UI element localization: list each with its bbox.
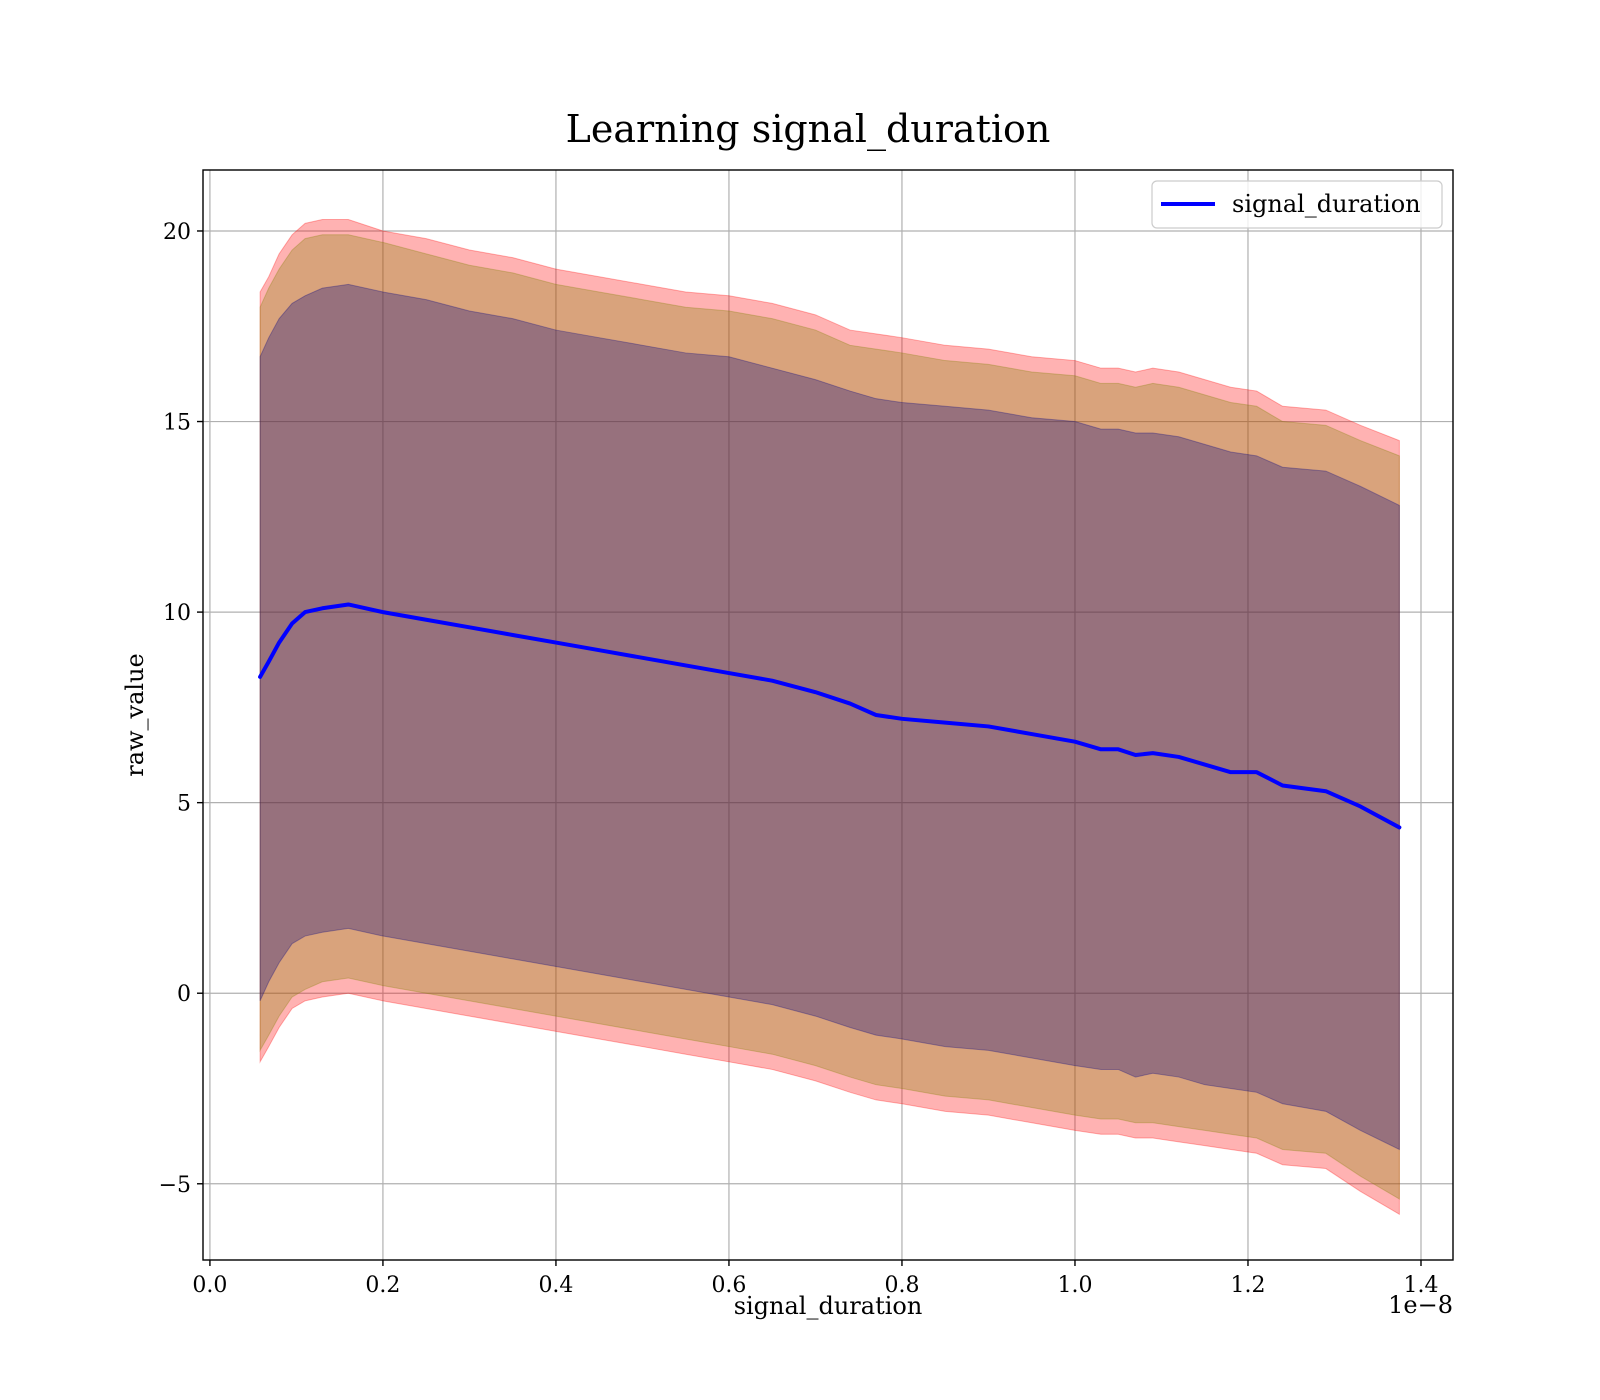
x-axis-ticks: 0.0 0.2 0.4 0.6 0.8 1.0 1.2 1.4 bbox=[192, 1260, 1438, 1298]
y-tick-label: 15 bbox=[163, 411, 191, 436]
x-tick-label: 0.8 bbox=[884, 1273, 919, 1298]
series-line-signal-duration bbox=[258, 602, 1402, 830]
grid bbox=[203, 170, 1453, 1260]
chart-title: Learning signal_duration bbox=[566, 107, 1051, 152]
x-tick-label: 1.2 bbox=[1230, 1273, 1265, 1298]
y-axis-ticks: −5 0 5 10 15 20 bbox=[159, 220, 203, 1198]
legend-entry-signal-duration: signal_duration bbox=[1232, 190, 1421, 218]
legend-box bbox=[1151, 180, 1443, 229]
x-tick-label: 1.0 bbox=[1057, 1273, 1092, 1298]
x-tick-label: 0.0 bbox=[192, 1273, 227, 1298]
x-tick-label: 0.2 bbox=[365, 1273, 400, 1298]
y-tick-label: 0 bbox=[177, 982, 191, 1007]
x-axis-label: signal_duration bbox=[734, 1292, 923, 1320]
series-lines bbox=[258, 602, 1402, 830]
x-tick-label: 1.4 bbox=[1403, 1273, 1438, 1298]
y-tick-label: 5 bbox=[177, 792, 191, 817]
confidence-bands bbox=[259, 219, 1400, 1216]
plot-frame bbox=[202, 169, 1454, 1261]
y-axis-label: raw_value bbox=[121, 653, 149, 777]
y-tick-label: −5 bbox=[159, 1173, 191, 1198]
y-tick-label: 10 bbox=[163, 601, 191, 626]
confidence-band-3 bbox=[259, 283, 1400, 1151]
y-tick-label: 20 bbox=[163, 220, 191, 245]
x-tick-label: 0.6 bbox=[711, 1273, 746, 1298]
x-axis-offset-label: 1e−8 bbox=[1388, 1291, 1453, 1319]
x-tick-label: 0.4 bbox=[538, 1273, 573, 1298]
confidence-band-2 bbox=[259, 234, 1400, 1200]
legend: signal_duration bbox=[1151, 180, 1443, 229]
confidence-band-1 bbox=[259, 219, 1400, 1216]
